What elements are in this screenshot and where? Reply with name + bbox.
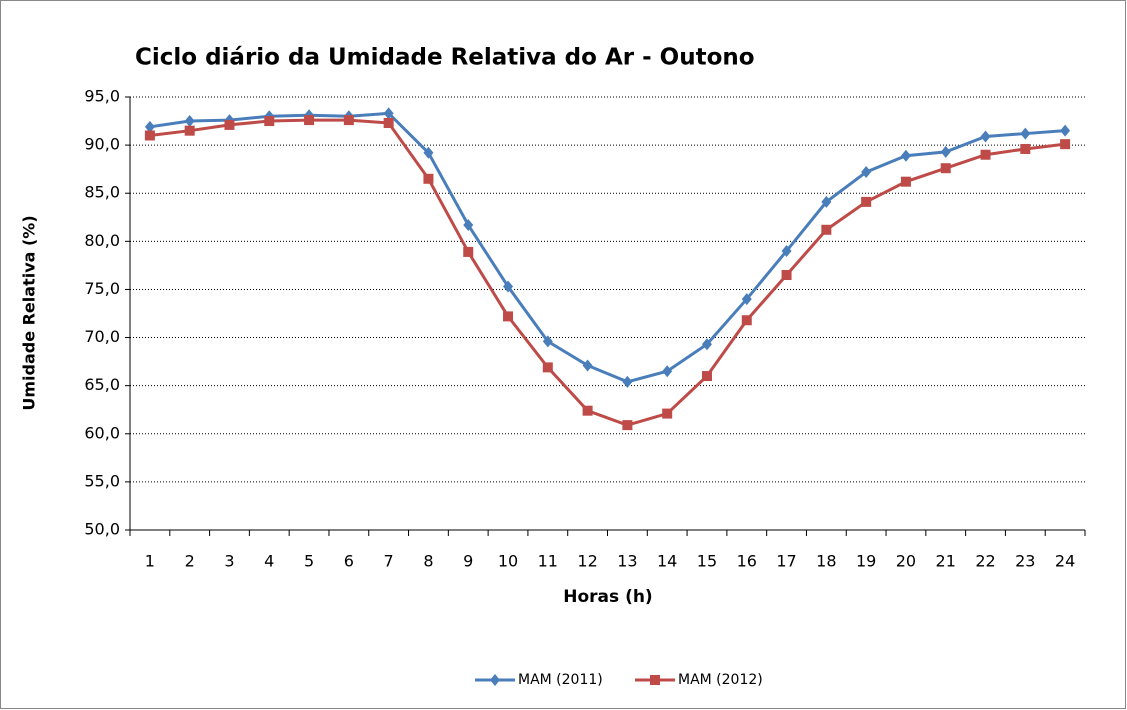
data-point (144, 130, 155, 141)
y-tick-label: 70,0 (84, 327, 120, 346)
x-tick-label: 7 (384, 552, 394, 571)
data-point (542, 335, 553, 348)
data-point (1060, 124, 1071, 137)
x-tick-label: 21 (936, 552, 956, 571)
data-point (900, 149, 911, 162)
data-point (542, 362, 553, 373)
data-point (781, 270, 792, 281)
x-tick-label: 11 (538, 552, 558, 571)
data-point (343, 115, 354, 126)
data-point (264, 116, 275, 127)
x-tick-label: 13 (617, 552, 637, 571)
data-point (582, 405, 593, 416)
x-axis-label: Horas (h) (563, 587, 652, 607)
data-point (184, 125, 195, 136)
data-point (224, 119, 235, 130)
x-tick-label: 16 (737, 552, 757, 571)
data-point (622, 375, 633, 388)
data-point (622, 420, 633, 431)
y-tick-label: 50,0 (84, 520, 120, 539)
data-point (741, 293, 752, 306)
y-tick-label: 90,0 (84, 135, 120, 154)
data-point (423, 146, 434, 159)
data-point (662, 365, 673, 378)
legend-label: MAM (2011) (518, 672, 603, 688)
x-tick-label: 15 (697, 552, 717, 571)
x-tick-label: 18 (816, 552, 836, 571)
y-tick-label: 85,0 (84, 183, 120, 202)
x-tick-label: 23 (1015, 552, 1035, 571)
data-point (662, 408, 673, 419)
x-tick-label: 14 (657, 552, 677, 571)
data-point (980, 130, 991, 143)
data-point (582, 359, 593, 372)
legend-marker (650, 675, 660, 685)
y-axis-label: Umidade Relativa (%) (20, 215, 39, 410)
data-point (1060, 139, 1071, 150)
x-tick-label: 5 (304, 552, 314, 571)
x-tick-label: 1 (145, 552, 155, 571)
x-tick-label: 22 (975, 552, 995, 571)
y-tick-label: 75,0 (84, 279, 120, 298)
series-line (149, 118, 1066, 427)
y-tick-label: 55,0 (84, 471, 120, 490)
legend-marker (490, 674, 500, 686)
data-point (940, 145, 951, 158)
data-point (503, 280, 514, 293)
x-tick-label: 17 (776, 552, 796, 571)
data-point (1020, 127, 1031, 140)
data-point (980, 149, 991, 160)
x-tick-label: 20 (896, 552, 916, 571)
data-point (383, 107, 394, 120)
x-tick-label: 6 (344, 552, 354, 571)
chart-title: Ciclo diário da Umidade Relativa do Ar -… (135, 45, 755, 71)
data-point (423, 173, 434, 184)
data-point (304, 115, 315, 126)
data-point (463, 218, 474, 231)
data-point (940, 163, 951, 174)
data-point (503, 311, 514, 322)
data-point (184, 115, 195, 128)
y-tick-label: 60,0 (84, 423, 120, 442)
data-point (781, 244, 792, 257)
data-point (900, 176, 911, 187)
data-point (861, 196, 872, 207)
x-tick-label: 9 (463, 552, 473, 571)
data-point (821, 224, 832, 235)
x-tick-label: 12 (577, 552, 597, 571)
x-tick-label: 8 (423, 552, 433, 571)
data-point (741, 315, 752, 326)
data-point (701, 338, 712, 351)
x-tick-label: 24 (1055, 552, 1075, 571)
legend-label: MAM (2012) (678, 672, 763, 688)
x-tick-label: 10 (498, 552, 518, 571)
x-tick-label: 2 (185, 552, 195, 571)
data-point (1020, 143, 1031, 154)
data-point (383, 117, 394, 128)
x-tick-label: 19 (856, 552, 876, 571)
x-tick-label: 3 (224, 552, 234, 571)
data-point (463, 246, 474, 257)
y-tick-label: 95,0 (84, 87, 120, 106)
x-tick-label: 4 (264, 552, 274, 571)
y-tick-label: 65,0 (84, 375, 120, 394)
data-point (821, 195, 832, 208)
data-point (144, 120, 155, 133)
series-line (149, 111, 1066, 384)
data-point (861, 166, 872, 179)
y-tick-label: 80,0 (84, 231, 120, 250)
data-point (701, 371, 712, 382)
